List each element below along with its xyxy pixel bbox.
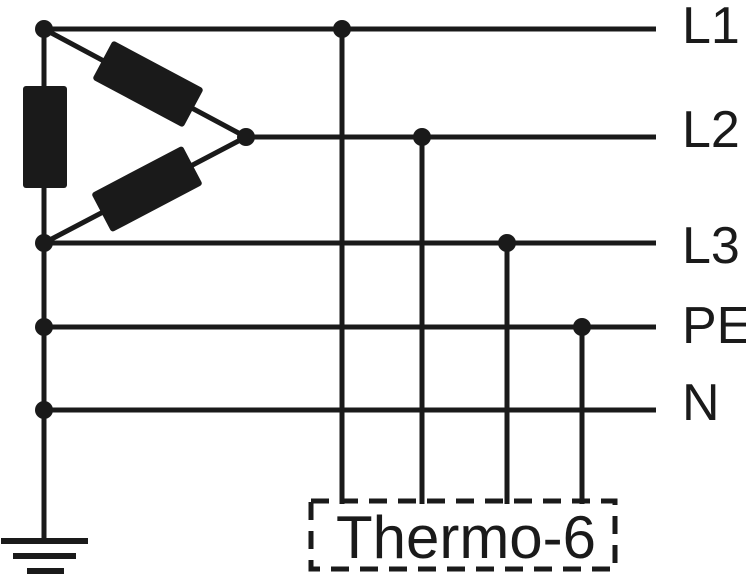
device-tap-lines: [339, 29, 585, 504]
conductor-label-pe: PE: [682, 297, 746, 355]
resistor-group: [23, 41, 203, 232]
earth-ground-icon: [1, 538, 88, 574]
resistor-lower: [92, 146, 202, 232]
junction-dot-tap-l2: [413, 128, 431, 146]
conductor-labels: L1 L2 L3 PE N: [682, 0, 746, 432]
junction-dot-delta-l2: [237, 128, 255, 146]
junction-dot-rail-n: [35, 401, 53, 419]
junction-dot-tap-pe: [573, 318, 591, 336]
junction-dot-tap-l1: [333, 20, 351, 38]
conductor-label-l3: L3: [682, 217, 740, 275]
junction-dot-rail-l1: [35, 20, 53, 38]
conductor-label-l2: L2: [682, 101, 740, 159]
junction-dot-tap-l3: [498, 234, 516, 252]
device-label: Thermo-6: [336, 504, 596, 571]
conductor-label-n: N: [682, 374, 720, 432]
device-box: [308, 498, 618, 572]
junction-dot-rail-l3: [35, 234, 53, 252]
conductor-label-l1: L1: [682, 0, 740, 55]
resistor-upper: [93, 41, 203, 127]
junction-dot-rail-pe: [35, 318, 53, 336]
resistor-vertical: [23, 86, 67, 188]
junction-dots: [35, 20, 591, 419]
